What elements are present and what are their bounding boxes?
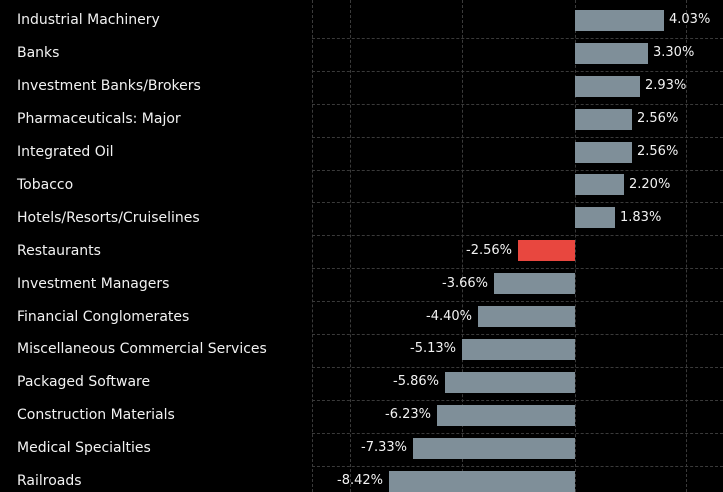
value-label: 2.56% (637, 144, 679, 159)
gridline-horizontal (312, 334, 723, 335)
gridline-horizontal (312, 170, 723, 171)
gridline-horizontal (312, 301, 723, 302)
category-label: Miscellaneous Commercial Services (17, 341, 267, 357)
bar (445, 372, 575, 393)
value-label: -8.42% (337, 473, 383, 488)
category-label: Banks (17, 45, 60, 61)
value-label: -2.56% (466, 243, 512, 258)
category-label: Investment Managers (17, 276, 170, 292)
value-label: -7.33% (361, 440, 407, 455)
gridline-horizontal (312, 235, 723, 236)
gridline-vertical (686, 0, 687, 492)
value-label: 2.56% (637, 111, 679, 126)
gridline-vertical (462, 0, 463, 492)
bar (575, 142, 632, 163)
gridline-horizontal (312, 433, 723, 434)
category-label: Industrial Machinery (17, 12, 160, 28)
bar (494, 273, 575, 294)
gridline-horizontal (312, 202, 723, 203)
bar (413, 438, 575, 459)
value-label: -6.23% (385, 407, 431, 422)
gridline-horizontal (312, 466, 723, 467)
gridline-horizontal (312, 71, 723, 72)
category-label: Integrated Oil (17, 144, 114, 160)
value-label: -4.40% (426, 309, 472, 324)
value-label: -5.13% (410, 341, 456, 356)
gridline-horizontal (312, 137, 723, 138)
value-label: 3.30% (653, 45, 695, 60)
value-label: 1.83% (620, 210, 662, 225)
category-label: Investment Banks/Brokers (17, 78, 201, 94)
category-label: Packaged Software (17, 374, 151, 390)
bar (575, 10, 664, 31)
category-label: Financial Conglomerates (17, 309, 190, 325)
gridline-horizontal (312, 400, 723, 401)
value-label: -3.66% (442, 276, 488, 291)
gridline-horizontal (312, 268, 723, 269)
value-label: 2.93% (645, 78, 687, 93)
category-label: Medical Specialties (17, 440, 151, 456)
bar (575, 43, 648, 64)
gridline-horizontal (312, 104, 723, 105)
category-label: Pharmaceuticals: Major (17, 111, 181, 127)
bar (518, 240, 575, 261)
category-label: Tobacco (17, 177, 74, 193)
bar (437, 405, 575, 426)
category-label: Hotels/Resorts/Cruiselines (17, 210, 200, 226)
bar (575, 174, 624, 195)
value-label: 2.20% (629, 177, 671, 192)
bar (575, 76, 640, 97)
value-label: -5.86% (393, 374, 439, 389)
gridline-vertical (312, 0, 313, 492)
category-label: Construction Materials (17, 407, 175, 423)
category-label: Railroads (17, 473, 82, 489)
gridline-vertical (350, 0, 351, 492)
category-label: Restaurants (17, 243, 101, 259)
bar (575, 207, 615, 228)
bar (462, 339, 575, 360)
value-label: 4.03% (669, 12, 711, 27)
bar (575, 109, 632, 130)
gridline-horizontal (312, 367, 723, 368)
bar (478, 306, 575, 327)
gridline-vertical (575, 0, 576, 492)
bar (389, 471, 575, 492)
gridline-horizontal (312, 38, 723, 39)
